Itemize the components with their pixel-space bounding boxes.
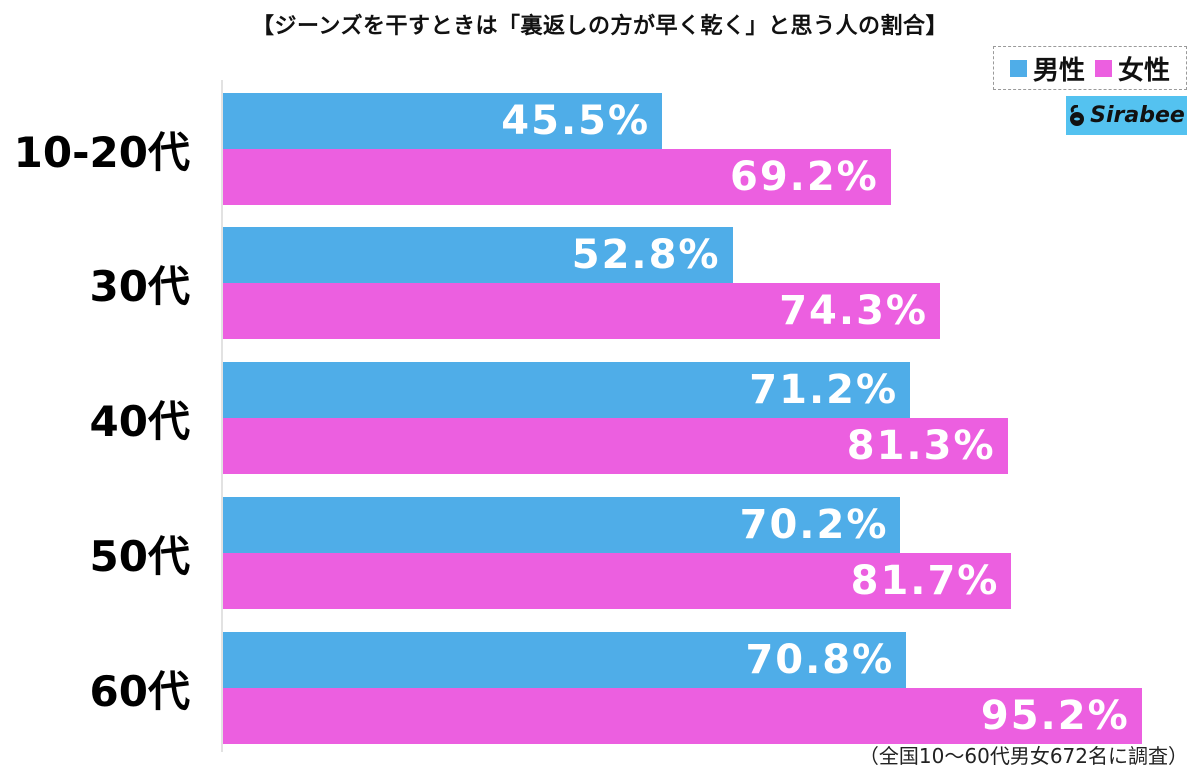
legend: 男性 女性 (993, 46, 1187, 90)
legend-label-male: 男性 (1032, 55, 1085, 86)
value-label: 45.5% (501, 98, 651, 144)
value-label: 81.3% (846, 423, 996, 469)
female-bar: 81.3% (223, 418, 1008, 474)
male-swatch (1009, 59, 1027, 77)
male-bar: 70.2% (223, 497, 901, 553)
bar-group: 40代 71.2% 81.3% (0, 362, 1200, 474)
category-label: 60代 (89, 667, 190, 716)
female-bar: 81.7% (223, 553, 1012, 609)
male-bar: 70.8% (223, 632, 907, 688)
category-label: 40代 (89, 397, 190, 446)
value-label: 71.2% (749, 367, 899, 413)
legend-item-female: 女性 (1095, 50, 1170, 87)
value-label: 70.2% (739, 502, 889, 548)
sirabee-logo: Sirabee (1066, 96, 1187, 135)
logo-text: Sirabee (1090, 103, 1185, 128)
survey-footnote: （全国10〜60代男女672名に調査） (858, 744, 1188, 768)
category-label: 30代 (89, 262, 190, 311)
bar-group: 50代 70.2% 81.7% (0, 497, 1200, 609)
category-label: 50代 (89, 532, 190, 581)
chart-title: 【ジーンズを干すときは「裏返しの方が早く乾く」と思う人の割合】 (252, 14, 948, 39)
category-label: 10-20代 (13, 128, 190, 177)
male-bar: 71.2% (223, 362, 911, 418)
value-label: 95.2% (980, 693, 1130, 739)
value-label: 74.3% (779, 288, 928, 334)
sirabee-logo-icon (1068, 104, 1086, 127)
male-bar: 45.5% (223, 93, 663, 149)
bar-group: 30代 52.8% 74.3% (0, 227, 1200, 339)
value-label: 70.8% (745, 637, 895, 683)
value-label: 81.7% (850, 558, 1000, 604)
female-bar: 69.2% (223, 149, 891, 205)
y-axis-line (221, 80, 223, 752)
value-label: 69.2% (729, 154, 879, 200)
female-swatch (1095, 59, 1112, 77)
female-bar: 74.3% (223, 283, 940, 339)
bar-group: 10-20代 45.5% 69.2% (0, 93, 1200, 205)
legend-item-male: 男性 (1009, 50, 1085, 87)
bar-group: 60代 70.8% 95.2% (0, 632, 1200, 744)
male-bar: 52.8% (223, 227, 733, 283)
value-label: 52.8% (571, 232, 721, 278)
legend-label-female: 女性 (1118, 55, 1171, 86)
female-bar: 95.2% (223, 688, 1142, 744)
